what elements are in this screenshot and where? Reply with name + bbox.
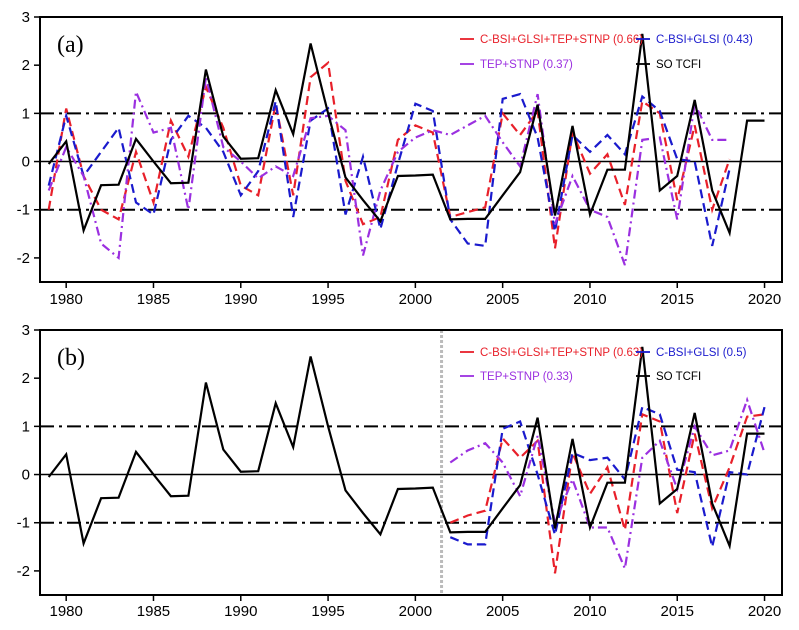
y-tick-label: 2 <box>22 57 30 74</box>
series-line-tep-stnp <box>47 76 730 266</box>
panel-b: -2 -1 0 1 2 3 1980 1985 1990 1995 2000 2005 2010 2015… <box>17 322 783 620</box>
legend-label: C-BSI+GLSI (0.43) <box>656 34 753 46</box>
x-tick-label: 2010 <box>573 603 606 620</box>
legend-label: TEP+STNP (0.37) <box>480 59 573 71</box>
legend-item: C-BSI+GLSI (0.43) <box>636 34 753 46</box>
y-tick-label: -1 <box>17 202 30 219</box>
x-tick-label: 2000 <box>399 603 432 620</box>
x-tick-label: 2015 <box>661 291 694 308</box>
x-tick-label: 2010 <box>573 291 606 308</box>
y-tick-label: 3 <box>22 322 30 339</box>
legend: C-BSI+GLSI+TEP+STNP (0.66) C-BSI+GLSI (0.… <box>460 34 753 71</box>
legend-item: SO TCFI <box>636 371 701 383</box>
x-tick-label: 1990 <box>224 291 257 308</box>
plot-frame <box>39 16 783 283</box>
legend-label: C-BSI+GLSI+TEP+STNP (0.66) <box>480 34 643 46</box>
x-tick-label: 1980 <box>50 603 83 620</box>
legend-label: C-BSI+GLSI (0.5) <box>656 347 747 359</box>
y-tick-label: 1 <box>22 418 30 435</box>
x-tick-label: 2005 <box>486 603 519 620</box>
panel-label: (a) <box>57 32 84 58</box>
x-tick-label: 2000 <box>399 291 432 308</box>
y-tick-label: -1 <box>17 515 30 532</box>
legend-label: SO TCFI <box>656 59 701 71</box>
y-tick-label: 0 <box>22 467 30 484</box>
legend-item: C-BSI+GLSI+TEP+STNP (0.66) <box>460 34 643 46</box>
legend-item: C-BSI+GLSI+TEP+STNP (0.63) <box>460 347 643 359</box>
legend-label: C-BSI+GLSI+TEP+STNP (0.63) <box>480 347 643 359</box>
y-tick-label: -2 <box>17 250 30 267</box>
x-tick-label: 2005 <box>486 291 519 308</box>
series-line-so-tcfi <box>47 346 765 550</box>
x-tick-label: 2020 <box>748 291 781 308</box>
y-tick-label: -2 <box>17 563 30 580</box>
legend-item: C-BSI+GLSI (0.5) <box>636 347 747 359</box>
panel-a: -2 -1 0 1 2 3 1980 1985 1990 1995 2000 2005 2010 2015… <box>17 9 783 308</box>
legend-item: TEP+STNP (0.33) <box>460 371 573 383</box>
y-tick-label: 3 <box>22 9 30 26</box>
x-tick-label: 1990 <box>224 603 257 620</box>
y-tick-label: 0 <box>22 154 30 171</box>
series-line-so-tcfi <box>47 33 765 237</box>
legend: C-BSI+GLSI+TEP+STNP (0.63) C-BSI+GLSI (0.… <box>460 347 747 383</box>
legend-item: SO TCFI <box>636 59 701 71</box>
x-tick-label: 1995 <box>311 291 344 308</box>
x-tick-label: 2015 <box>661 603 694 620</box>
x-tick-label: 1985 <box>137 603 170 620</box>
y-tick-label: 1 <box>22 105 30 122</box>
series-line-c-bsi-glsi <box>449 405 766 548</box>
legend-label: SO TCFI <box>656 371 701 383</box>
panel-label: (b) <box>57 345 85 371</box>
x-tick-label: 1995 <box>311 603 344 620</box>
y-tick-label: 2 <box>22 370 30 387</box>
series-line-c-bsi-glsi-tep-stnp <box>47 60 731 249</box>
x-tick-label: 1980 <box>50 291 83 308</box>
series-line-c-bsi-glsi-tep-stnp <box>449 412 765 574</box>
legend-label: TEP+STNP (0.33) <box>480 371 573 383</box>
legend-item: TEP+STNP (0.37) <box>460 59 573 71</box>
x-tick-label: 1985 <box>137 291 170 308</box>
plot-frame <box>39 329 783 596</box>
x-tick-label: 2020 <box>748 603 781 620</box>
